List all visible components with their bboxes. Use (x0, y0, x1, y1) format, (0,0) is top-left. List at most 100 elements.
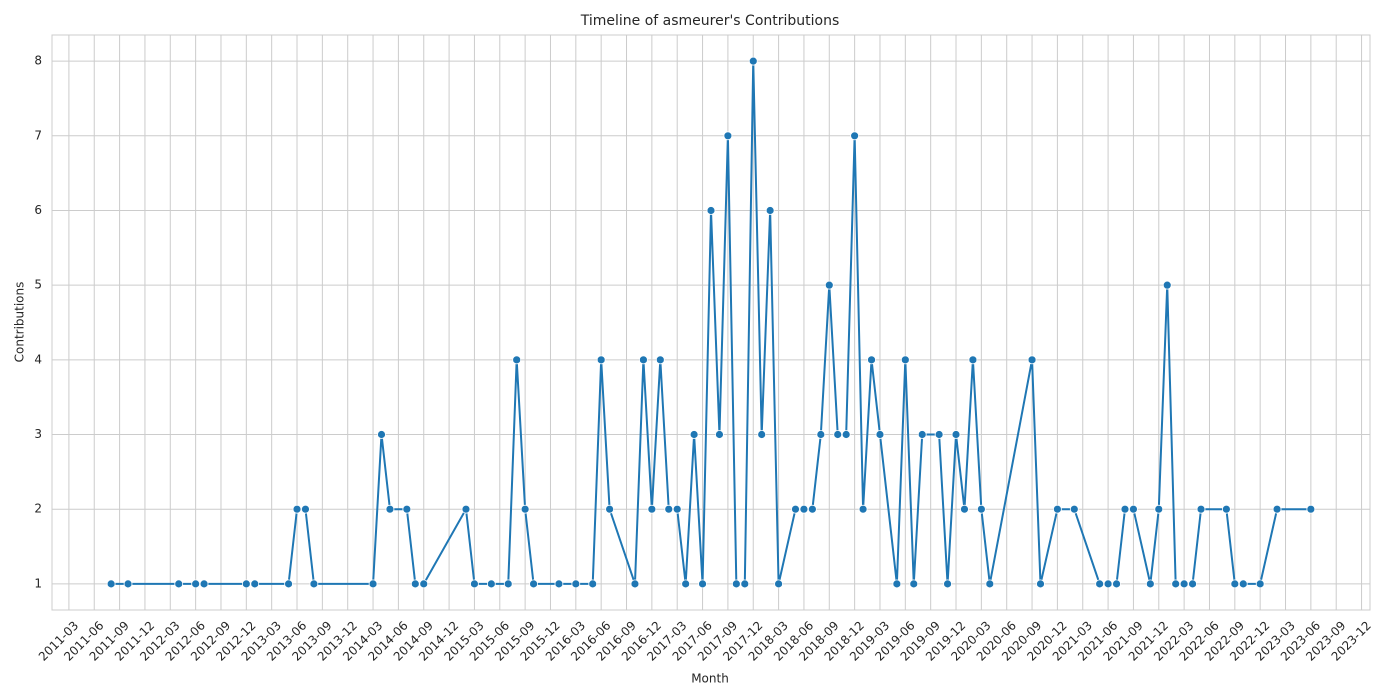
point (1036, 579, 1045, 589)
y-tick-label: 4 (34, 352, 42, 366)
point (368, 579, 378, 589)
point (706, 206, 716, 215)
point (1188, 579, 1197, 589)
point (968, 355, 978, 365)
point (1129, 504, 1138, 514)
point (681, 579, 691, 589)
point (740, 579, 750, 589)
x-axis-label: Month (691, 672, 729, 686)
line (111, 61, 1311, 585)
y-tick-label: 5 (34, 278, 42, 292)
point (664, 504, 674, 514)
point (1069, 504, 1079, 514)
point (1145, 579, 1155, 589)
y-tick-label: 2 (34, 502, 42, 516)
point (917, 430, 927, 439)
point (1238, 579, 1248, 589)
point (123, 579, 133, 589)
point (765, 206, 775, 215)
point (850, 131, 860, 141)
point (309, 579, 319, 589)
point (943, 579, 952, 589)
y-tick-label: 1 (34, 576, 42, 590)
point (385, 504, 395, 514)
point (174, 579, 184, 589)
point (402, 504, 412, 514)
point (1095, 579, 1105, 589)
point (630, 579, 640, 589)
point (900, 355, 910, 365)
point (470, 579, 479, 589)
point (791, 504, 800, 514)
point (241, 579, 251, 589)
point (976, 504, 986, 514)
point (757, 430, 767, 439)
point (1052, 504, 1062, 514)
point (191, 579, 201, 589)
point (1230, 579, 1240, 589)
point (723, 131, 733, 141)
point (292, 504, 302, 514)
point (698, 579, 707, 589)
point (858, 504, 868, 514)
point (605, 504, 615, 514)
point (377, 430, 386, 439)
y-tick-label: 8 (34, 54, 42, 68)
chart-title: Timeline of asmeurer's Contributions (580, 13, 840, 29)
point (461, 504, 471, 514)
y-axis-label: Contributions (13, 282, 27, 363)
point (748, 56, 758, 66)
point (1196, 504, 1206, 514)
point (985, 579, 995, 589)
point (639, 355, 648, 365)
point (774, 579, 783, 589)
point (512, 355, 522, 365)
point (1027, 355, 1037, 365)
point (486, 579, 496, 589)
point (529, 579, 538, 589)
point (824, 280, 834, 290)
point (596, 355, 606, 365)
point (875, 430, 885, 439)
point (588, 579, 598, 589)
point (106, 579, 116, 589)
point (1162, 280, 1172, 290)
point (841, 430, 851, 439)
point (833, 430, 843, 439)
point (250, 579, 260, 589)
point (1112, 579, 1121, 589)
point (410, 579, 420, 589)
point (419, 579, 429, 589)
point (1179, 579, 1189, 589)
point (960, 504, 969, 514)
point (807, 504, 817, 514)
point (951, 430, 961, 439)
point (571, 579, 581, 589)
point (672, 504, 682, 514)
point (816, 430, 826, 439)
point (1103, 579, 1113, 589)
point (655, 355, 665, 365)
point (892, 579, 902, 589)
plot-frame (51, 34, 1371, 611)
point (1171, 579, 1181, 589)
point (1120, 504, 1130, 514)
point (647, 504, 657, 514)
y-tick-label: 7 (34, 128, 42, 142)
point (301, 504, 310, 514)
point (284, 579, 293, 589)
point (909, 579, 919, 589)
point (1272, 504, 1282, 514)
y-tick-label: 3 (34, 427, 42, 441)
point (520, 504, 530, 514)
y-tick-label: 6 (34, 203, 42, 217)
point (199, 579, 209, 589)
point (1221, 504, 1231, 514)
point (1154, 504, 1164, 514)
point (1306, 504, 1316, 514)
point (1255, 579, 1265, 589)
point (689, 430, 699, 439)
point (867, 355, 876, 365)
